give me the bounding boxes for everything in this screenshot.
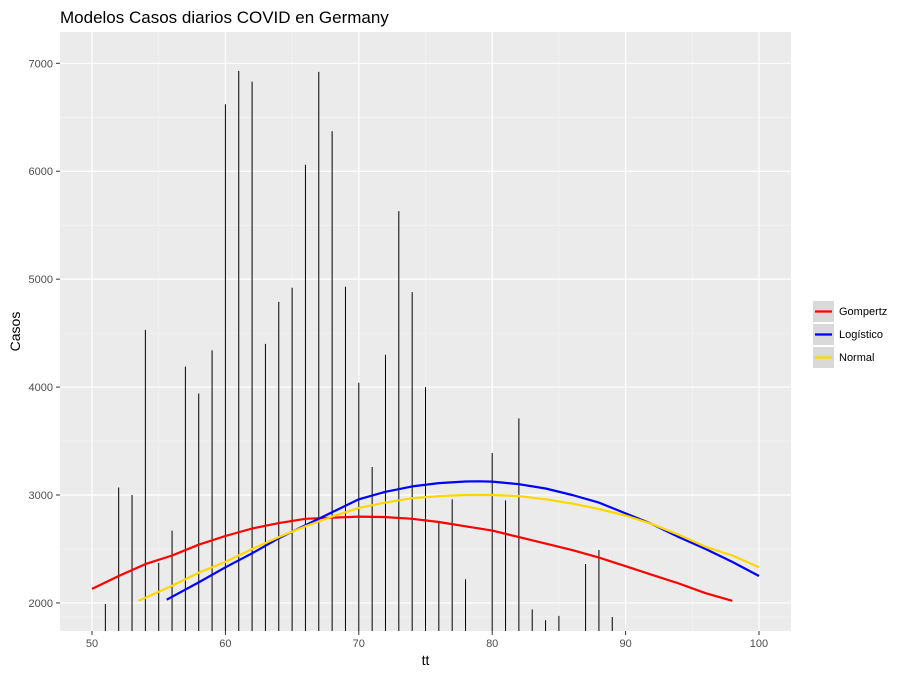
series-line-gompertz bbox=[91, 515, 733, 602]
x-tick-label: 60 bbox=[219, 638, 231, 650]
x-tick-label: 70 bbox=[353, 638, 365, 650]
series-line-normal bbox=[138, 493, 760, 602]
legend: Gompertz Logístico Normal bbox=[813, 301, 887, 368]
y-tick-label: 4000 bbox=[29, 382, 53, 394]
x-tick-label: 100 bbox=[750, 638, 768, 650]
x-axis: 50 60 70 80 90 100 bbox=[86, 631, 768, 650]
x-tick-label: 90 bbox=[619, 638, 631, 650]
y-tick-label: 3000 bbox=[29, 490, 53, 502]
y-tick-label: 7000 bbox=[29, 58, 53, 70]
legend-label: Normal bbox=[839, 352, 874, 364]
model-curves bbox=[91, 480, 760, 602]
x-axis-title: tt bbox=[422, 652, 430, 668]
y-tick-label: 5000 bbox=[29, 274, 53, 286]
legend-label: Logístico bbox=[839, 329, 883, 341]
y-axis-title: Casos bbox=[7, 312, 23, 352]
x-tick-label: 80 bbox=[486, 638, 498, 650]
observed-cases bbox=[104, 70, 613, 631]
y-tick-label: 6000 bbox=[29, 166, 53, 178]
x-tick-label: 50 bbox=[86, 638, 98, 650]
legend-label: Gompertz bbox=[839, 306, 887, 318]
chart-title: Modelos Casos diarios COVID en Germany bbox=[60, 8, 389, 27]
y-axis: 2000 3000 4000 5000 6000 7000 bbox=[29, 58, 60, 610]
y-tick-label: 2000 bbox=[29, 598, 53, 610]
